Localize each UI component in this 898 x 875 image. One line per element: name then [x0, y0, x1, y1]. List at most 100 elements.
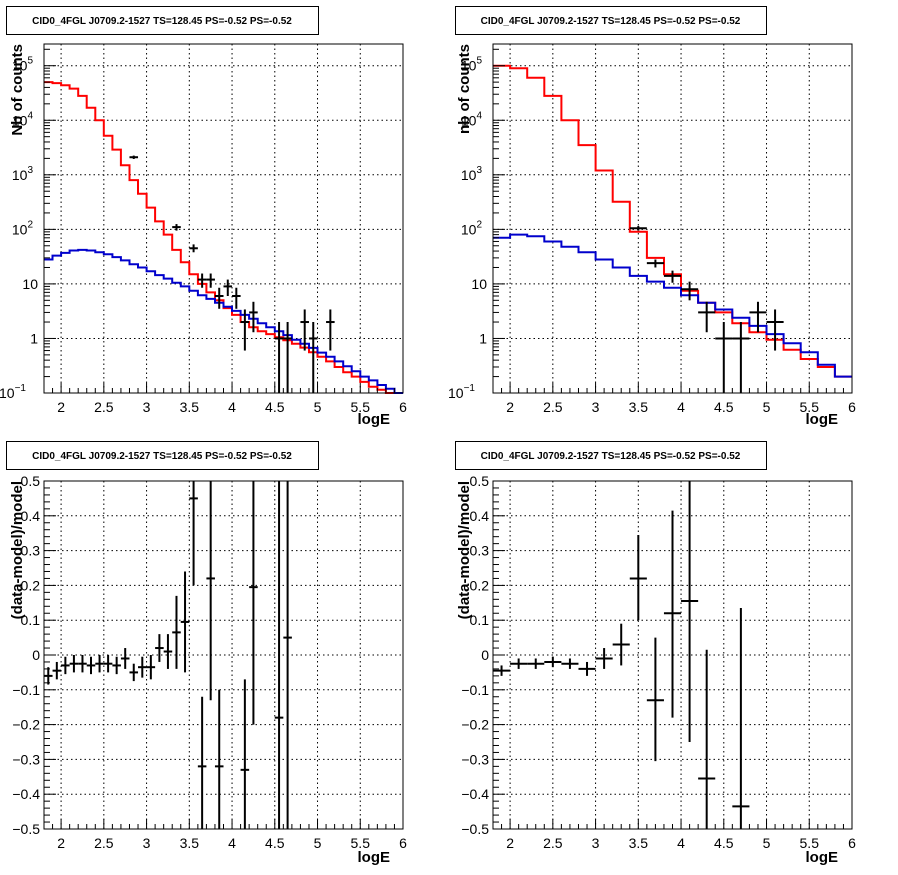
- data-point: [214, 287, 224, 309]
- model-curve-blue: [44, 248, 403, 394]
- data-point: [86, 656, 96, 675]
- y-tick-label: 10: [22, 276, 38, 292]
- grid-lines: [493, 481, 852, 829]
- data-point: [189, 244, 198, 253]
- x-axis: 2 2.5 3 3.5 4 4.5 5 5.5 6: [43, 819, 407, 851]
- grid-lines: [44, 481, 403, 829]
- x-tick-label: 4: [228, 399, 236, 415]
- y-tick-label: 104: [461, 110, 483, 128]
- y-tick-label: 10−1: [448, 383, 475, 401]
- data-point: [646, 637, 664, 762]
- chart-title: CID0_4FGL J0709.2-1527 TS=128.45 PS=-0.5…: [481, 16, 741, 27]
- data-point: [646, 259, 664, 268]
- x-tick-label: 5: [314, 835, 322, 851]
- x-tick-label: 3.5: [629, 399, 649, 415]
- y-tick-label: 0.2: [21, 577, 41, 593]
- y-tick-mantissa: 10: [461, 167, 477, 183]
- x-tick-label: 3: [143, 835, 151, 851]
- x-axis-label: logE: [358, 411, 391, 428]
- data-point: [69, 655, 79, 673]
- data-point: [510, 658, 528, 669]
- data-point: [172, 595, 181, 669]
- y-tick-exponent: 4: [27, 110, 33, 121]
- y-tick-exponent: −1: [464, 383, 476, 394]
- x-axis: 2 2.5 3 3.5 4 4.5 5 5.5 6: [43, 383, 407, 415]
- y-tick-label: −0.4: [461, 786, 489, 802]
- chart-panel-3: CID0_4FGL J0709.2-1527 TS=128.45 PS=-0.5…: [6, 441, 407, 866]
- data-point: [663, 270, 682, 283]
- data-point: [681, 281, 699, 301]
- data-point: [197, 273, 207, 288]
- y-tick-label: 10−1: [0, 383, 26, 401]
- y-tick-label: −0.4: [12, 786, 40, 802]
- y-tick-label: −0.5: [12, 821, 40, 837]
- y-tick-exponent: 4: [476, 110, 482, 121]
- data-point: [120, 648, 130, 669]
- x-axis-label: logE: [806, 411, 839, 428]
- data-point: [129, 663, 139, 682]
- y-tick-label: 0: [481, 647, 489, 663]
- chart-title-box: [455, 6, 767, 35]
- data-point: [103, 655, 113, 673]
- data-point: [612, 623, 630, 666]
- data-point: [766, 309, 784, 351]
- data-point: [61, 656, 70, 675]
- data-point: [78, 655, 87, 673]
- model-curve-red: [44, 81, 403, 394]
- data-point: [561, 658, 579, 669]
- data-point: [146, 655, 156, 680]
- x-tick-label: 3: [592, 399, 600, 415]
- y-tick-mantissa: 10: [12, 221, 28, 237]
- x-tick-label: 4.5: [714, 399, 734, 415]
- x-tick-label: 4.5: [714, 835, 734, 851]
- data-point: [232, 287, 241, 309]
- data-point: [527, 658, 545, 669]
- data-point: [197, 696, 207, 829]
- y-tick-label: −0.2: [12, 717, 40, 733]
- data-point: [52, 661, 62, 680]
- data-point: [578, 661, 596, 676]
- data-point: [95, 655, 104, 673]
- y-tick-label: 0.5: [470, 473, 490, 489]
- y-tick-label: 105: [461, 56, 483, 74]
- x-tick-label: 5.5: [800, 835, 820, 851]
- x-tick-label: 6: [848, 835, 856, 851]
- x-tick-label: 2: [57, 399, 65, 415]
- data-point: [249, 481, 258, 725]
- x-tick-label: 6: [848, 399, 856, 415]
- y-tick-exponent: 5: [27, 56, 33, 67]
- x-tick-label: 4: [677, 399, 685, 415]
- data-point: [544, 656, 562, 668]
- y-tick-label: 1: [30, 330, 38, 346]
- x-tick-label: 4.5: [265, 835, 285, 851]
- y-axis: 0.5 0.4 0.3 0.2 0.1 0 −0.1 −0.2 −0.3 −0.4 −0.5: [461, 473, 505, 837]
- x-tick-label: 5: [763, 399, 771, 415]
- x-tick-label: 2.5: [94, 835, 114, 851]
- chart-title-box: [6, 441, 319, 470]
- plot-frame: [43, 43, 404, 394]
- data-point: [138, 656, 147, 678]
- chart-title: CID0_4FGL J0709.2-1527 TS=128.45 PS=-0.5…: [481, 451, 741, 462]
- data-point: [300, 309, 309, 351]
- y-tick-label: −0.2: [461, 717, 489, 733]
- x-tick-label: 2.5: [543, 835, 563, 851]
- y-axis-label: (data-model)/model: [456, 481, 473, 619]
- data-point: [493, 665, 511, 676]
- data-point: [214, 689, 224, 829]
- y-tick-mantissa: 10: [461, 221, 477, 237]
- model-curve-red: [493, 64, 852, 378]
- y-tick-mantissa: 10: [12, 58, 28, 74]
- chart-panel-1: CID0_4FGL J0709.2-1527 TS=128.45 PS=-0.5…: [0, 6, 407, 428]
- x-tick-label: 3.5: [180, 399, 200, 415]
- y-tick-label: 102: [12, 219, 34, 237]
- y-tick-label: 0.3: [470, 543, 490, 559]
- data-point: [681, 481, 699, 742]
- x-tick-label: 4: [228, 835, 236, 851]
- data-point: [698, 649, 716, 829]
- grid-lines: [44, 44, 403, 393]
- y-tick-label: 0.4: [470, 508, 490, 524]
- y-tick-label: −0.1: [461, 682, 489, 698]
- x-axis-label: logE: [806, 849, 839, 866]
- y-tick-label: 103: [461, 165, 483, 183]
